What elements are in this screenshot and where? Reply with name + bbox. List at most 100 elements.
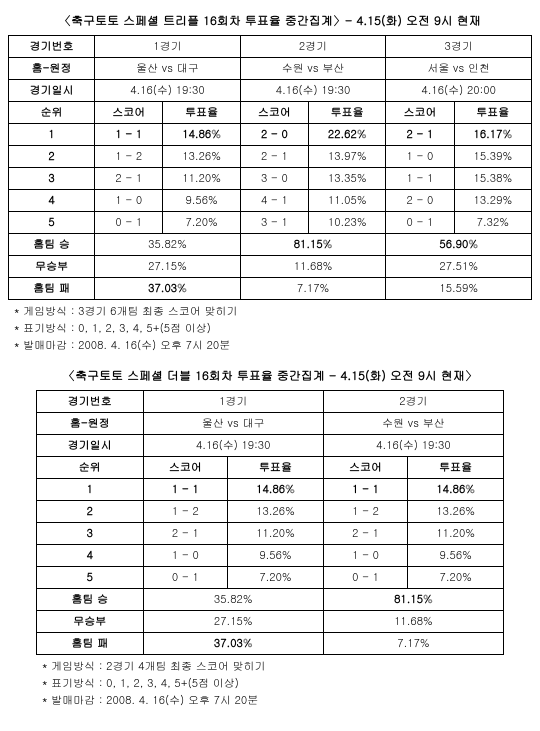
t2-g1-r2-vote: 11.20% [408,523,504,545]
t2-label-gameno: 경기번호 [37,391,144,413]
t1-g2-r2-vote: 15.38% [454,168,531,190]
t1-g2-r0-score: 2 - 1 [386,124,454,146]
t2-label-draw: 무승부 [37,611,144,633]
t2-g0-score-hdr: 스코어 [143,457,227,479]
table2-title: 〈축구토토 스페셜 더블 16회차 투표율 중간집계 - 4.15(화) 오전 … [8,367,532,384]
t1-g2-match: 서울 vs 인천 [386,58,532,80]
t2-g1-r0-vote: 14.86% [408,479,504,501]
t2-g1-r3-vote: 9.56% [408,545,504,567]
t1-rank-3: 4 [9,190,95,212]
t2-g1-r0-score: 1 - 1 [323,479,407,501]
t1-note-1: * 표기방식 : 0, 1, 2, 3, 4, 5+(5점 이상) [14,321,532,336]
t1-g1-r3-score: 4 - 1 [240,190,308,212]
t2-g1-r2-score: 2 - 1 [323,523,407,545]
t1-g2-r3-score: 2 - 0 [386,190,454,212]
t1-g0-r1-score: 1 - 2 [95,146,163,168]
t1-g1-r3-vote: 11.05% [309,190,386,212]
t1-g1-r0-score: 2 - 0 [240,124,308,146]
t1-g1-r1-vote: 13.97% [309,146,386,168]
t2-g0-r3-vote: 9.56% [228,545,324,567]
t2-g0-r2-vote: 11.20% [228,523,324,545]
t1-g0-r2-score: 2 - 1 [95,168,163,190]
t1-g2-no: 3경기 [386,36,532,58]
t1-label-rank: 순위 [9,102,95,124]
t1-g2-dt: 4.16(수) 20:00 [386,80,532,102]
t2-g1-vote-hdr: 투표율 [408,457,504,479]
t1-g0-r4-score: 0 - 1 [95,212,163,234]
t1-g1-dt: 4.16(수) 19:30 [240,80,386,102]
t1-g1-draw: 11.68% [240,256,386,278]
t1-label-homeaway: 홈-원정 [9,58,95,80]
t2-g1-r4-score: 0 - 1 [323,567,407,589]
t1-note-0: * 게임방식 : 3경기 6개팀 최종 스코어 맞히기 [14,304,532,319]
table1: 경기번호 1경기 2경기 3경기 홈-원정 울산 vs 대구 수원 vs 부산 … [8,35,532,300]
t2-label-win: 홈팀 승 [37,589,144,611]
t1-g2-win: 56.90% [386,234,532,256]
t1-g0-draw: 27.15% [95,256,241,278]
table1-title: 〈축구토토 스페셜 트리플 16회차 투표율 중간집계〉- 4.15(화) 오전… [8,12,532,29]
t2-g0-r4-score: 0 - 1 [143,567,227,589]
t1-g0-vote-hdr: 투표율 [163,102,240,124]
table1-notes: * 게임방식 : 3경기 6개팀 최종 스코어 맞히기 * 표기방식 : 0, … [14,304,532,353]
t1-note-2: * 발매마감 : 2008. 4. 16(수) 오후 7시 20분 [14,338,532,353]
t2-g1-r4-vote: 7.20% [408,567,504,589]
t2-g0-r2-score: 2 - 1 [143,523,227,545]
t1-g1-no: 2경기 [240,36,386,58]
t2-label-homeaway: 홈-원정 [37,413,144,435]
t1-g2-r1-score: 1 - 0 [386,146,454,168]
t1-g0-score-hdr: 스코어 [95,102,163,124]
t2-g1-lose: 7.17% [323,633,503,655]
t2-g0-lose: 37.03% [143,633,323,655]
t1-g0-r2-vote: 11.20% [163,168,240,190]
t1-g0-match: 울산 vs 대구 [95,58,241,80]
t1-g0-lose: 37.03% [95,278,241,300]
t2-g0-no: 1경기 [143,391,323,413]
t1-g1-r4-vote: 10.23% [309,212,386,234]
t1-g0-r4-vote: 7.20% [163,212,240,234]
t1-g2-vote-hdr: 투표율 [454,102,531,124]
t1-g1-vote-hdr: 투표율 [309,102,386,124]
t1-g1-r1-score: 2 - 1 [240,146,308,168]
t1-g2-lose: 15.59% [386,278,532,300]
table2-notes: * 게임방식 : 2경기 4개팀 최종 스코어 맞히기 * 표기방식 : 0, … [42,659,504,708]
t1-g2-r4-vote: 7.32% [454,212,531,234]
t2-g1-match: 수원 vs 부산 [323,413,503,435]
t1-g2-r0-vote: 16.17% [454,124,531,146]
t1-g2-r3-vote: 13.29% [454,190,531,212]
t1-g2-draw: 27.51% [386,256,532,278]
t2-g1-r1-score: 1 - 2 [323,501,407,523]
t1-g0-r1-vote: 13.26% [163,146,240,168]
t1-g0-r3-vote: 9.56% [163,190,240,212]
t1-g2-score-hdr: 스코어 [386,102,454,124]
t2-g1-r1-vote: 13.26% [408,501,504,523]
t1-g0-dt: 4.16(수) 19:30 [95,80,241,102]
t2-g0-r4-vote: 7.20% [228,567,324,589]
t1-rank-4: 5 [9,212,95,234]
t1-g1-win: 81.15% [240,234,386,256]
t1-label-lose: 홈팀 패 [9,278,95,300]
t1-g0-win: 35.82% [95,234,241,256]
t1-g1-r4-score: 3 - 1 [240,212,308,234]
t1-g0-r3-score: 1 - 0 [95,190,163,212]
t1-label-draw: 무승부 [9,256,95,278]
t1-label-dt: 경기일시 [9,80,95,102]
t2-label-lose: 홈팀 패 [37,633,144,655]
table2: 경기번호 1경기 2경기 홈-원정 울산 vs 대구 수원 vs 부산 경기일시… [36,390,504,655]
t1-g2-r2-score: 1 - 1 [386,168,454,190]
t2-g0-r3-score: 1 - 0 [143,545,227,567]
t1-g1-score-hdr: 스코어 [240,102,308,124]
t2-g0-win: 35.82% [143,589,323,611]
t1-g1-match: 수원 vs 부산 [240,58,386,80]
t2-rank-4: 5 [37,567,144,589]
t2-g1-r3-score: 1 - 0 [323,545,407,567]
t2-g1-dt: 4.16(수) 19:30 [323,435,503,457]
t1-g0-no: 1경기 [95,36,241,58]
t2-rank-0: 1 [37,479,144,501]
t2-g1-draw: 11.68% [323,611,503,633]
t2-g1-no: 2경기 [323,391,503,413]
t1-rank-2: 3 [9,168,95,190]
t2-g1-win: 81.15% [323,589,503,611]
t2-g1-score-hdr: 스코어 [323,457,407,479]
t1-g1-r0-vote: 22.62% [309,124,386,146]
t1-g2-r1-vote: 15.39% [454,146,531,168]
